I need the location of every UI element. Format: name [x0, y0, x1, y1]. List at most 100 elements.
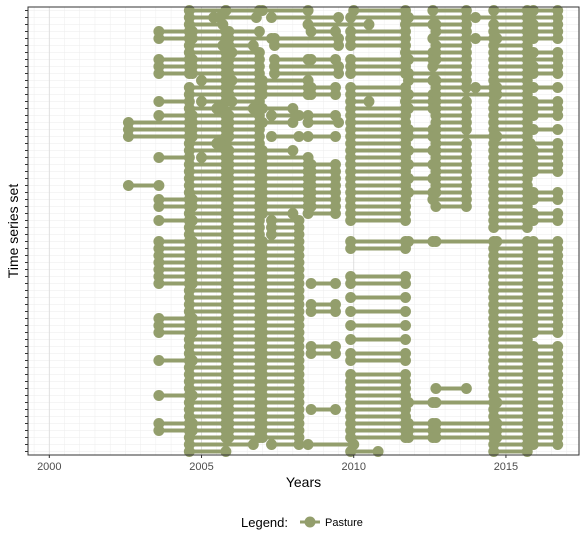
segment-end-point: [293, 439, 305, 450]
timeline-segment: [214, 103, 259, 114]
timeline-segment: [183, 439, 259, 450]
timeline-segment: [345, 334, 411, 345]
segment-start-point: [403, 432, 415, 443]
timeline-segment: [527, 166, 564, 177]
segment-end-point: [363, 96, 375, 107]
segment-end-point: [293, 131, 305, 142]
segment-start-point: [430, 201, 442, 212]
segment-start-point: [488, 5, 500, 16]
segment-start-point: [430, 432, 442, 443]
timeline-segment: [430, 383, 472, 394]
segment-end-point: [399, 278, 411, 289]
segment-start-point: [153, 201, 165, 212]
segment-start-point: [345, 320, 357, 331]
segment-end-point: [399, 243, 411, 254]
timeline-segment: [527, 68, 564, 79]
timeline-segment: [122, 131, 195, 142]
timeline-segment: [183, 446, 232, 457]
timeline-segment: [305, 54, 341, 65]
segment-start-point: [305, 306, 317, 317]
segment-start-point: [469, 12, 481, 23]
timeline-segment: [345, 215, 411, 226]
x-axis-ticks: 2000 2005 2010 2015: [37, 455, 518, 473]
timeline-segment: [122, 124, 195, 135]
timeline-segment: [305, 278, 341, 289]
segment-start-point: [305, 26, 317, 37]
timeline-segment: [256, 89, 314, 100]
timeline-segment: [430, 425, 500, 436]
segment-start-point: [122, 131, 134, 142]
segment-start-point: [153, 96, 165, 107]
legend-title: Legend:: [241, 515, 288, 530]
segment-start-point: [302, 117, 314, 128]
segment-end-point: [399, 355, 411, 366]
segment-end-point: [329, 278, 341, 289]
timeline-segment: [305, 89, 341, 100]
segment-start-point: [305, 278, 317, 289]
segment-end-point: [460, 82, 472, 93]
x-tick-label: 2015: [494, 461, 518, 473]
data-marks: [122, 5, 564, 457]
timeline-segment: [430, 236, 500, 247]
segment-start-point: [153, 33, 165, 44]
segment-end-point: [552, 166, 564, 177]
timeline-segment: [345, 320, 411, 331]
segment-start-point: [427, 61, 439, 72]
segment-start-point: [186, 68, 198, 79]
segment-end-point: [552, 439, 564, 450]
segment-end-point: [333, 40, 345, 51]
segment-start-point: [153, 355, 165, 366]
segment-start-point: [196, 152, 208, 163]
segment-end-point: [333, 12, 345, 23]
segment-start-point: [266, 131, 278, 142]
segment-start-point: [488, 446, 500, 457]
y-axis-ticks: [25, 10, 28, 452]
timeline-segment: [527, 82, 564, 93]
segment-start-point: [345, 446, 357, 457]
segment-start-point: [196, 75, 208, 86]
segment-end-point: [329, 131, 341, 142]
segment-start-point: [266, 110, 278, 121]
segment-start-point: [345, 292, 357, 303]
x-tick-label: 2005: [189, 461, 213, 473]
segment-end-point: [521, 222, 533, 233]
legend: Legend: Pasture: [241, 515, 363, 530]
timeline-segment: [269, 68, 345, 79]
timeline-segment: [527, 439, 564, 450]
segment-end-point: [329, 404, 341, 415]
timeline-segment: [527, 124, 564, 135]
segment-start-point: [345, 68, 357, 79]
segment-start-point: [269, 40, 281, 51]
segment-start-point: [223, 131, 235, 142]
segment-end-point: [287, 117, 299, 128]
segment-start-point: [122, 180, 134, 191]
segment-start-point: [302, 208, 314, 219]
segment-end-point: [333, 68, 345, 79]
segment-end-point: [460, 383, 472, 394]
segment-start-point: [430, 236, 442, 247]
segment-start-point: [469, 33, 481, 44]
segment-end-point: [329, 348, 341, 359]
timeline-segment: [527, 194, 564, 205]
segment-end-point: [329, 208, 341, 219]
segment-end-point: [399, 320, 411, 331]
segment-start-point: [196, 96, 208, 107]
segment-end-point: [552, 68, 564, 79]
segment-end-point: [372, 446, 384, 457]
segment-start-point: [302, 131, 314, 142]
legend-key-point: [304, 516, 316, 528]
timeline-segment: [302, 131, 341, 142]
segment-start-point: [345, 40, 357, 51]
segment-start-point: [488, 222, 500, 233]
segment-end-point: [552, 327, 564, 338]
segment-end-point: [399, 306, 411, 317]
segment-start-point: [305, 89, 317, 100]
segment-start-point: [345, 243, 357, 254]
segment-end-point: [399, 334, 411, 345]
segment-start-point: [345, 355, 357, 366]
segment-end-point: [552, 82, 564, 93]
timeline-segment: [302, 117, 345, 128]
segment-end-point: [399, 215, 411, 226]
segment-end-point: [399, 292, 411, 303]
